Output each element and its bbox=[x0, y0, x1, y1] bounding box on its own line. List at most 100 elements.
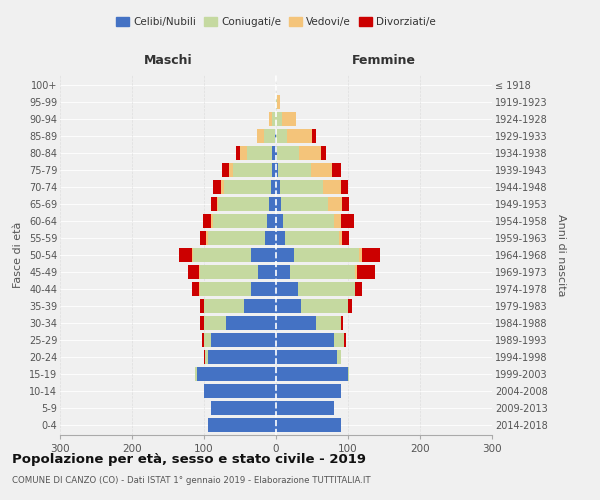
Bar bbox=[208, 418, 276, 432]
Bar bbox=[276, 163, 278, 177]
Bar bbox=[211, 401, 276, 415]
Bar bbox=[348, 367, 349, 381]
Bar bbox=[276, 384, 341, 398]
Bar bbox=[276, 333, 334, 347]
Bar bbox=[199, 265, 200, 279]
Bar bbox=[200, 282, 251, 296]
Bar bbox=[233, 163, 272, 177]
Bar bbox=[344, 333, 346, 347]
Bar bbox=[226, 316, 276, 330]
Bar bbox=[276, 299, 301, 313]
Bar bbox=[202, 333, 204, 347]
Bar bbox=[332, 163, 341, 177]
Bar bbox=[272, 163, 276, 177]
Bar bbox=[276, 282, 298, 296]
Bar bbox=[276, 180, 280, 194]
Bar bbox=[229, 163, 233, 177]
Bar bbox=[192, 282, 199, 296]
Bar bbox=[203, 214, 211, 228]
Bar bbox=[197, 367, 276, 381]
Bar bbox=[276, 350, 337, 364]
Bar bbox=[205, 350, 208, 364]
Bar bbox=[236, 146, 240, 160]
Bar bbox=[276, 146, 277, 160]
Bar bbox=[188, 265, 199, 279]
Bar bbox=[276, 112, 282, 126]
Bar bbox=[214, 180, 221, 194]
Bar bbox=[196, 367, 197, 381]
Bar bbox=[280, 180, 323, 194]
Bar bbox=[258, 265, 276, 279]
Bar bbox=[284, 231, 338, 245]
Bar bbox=[334, 214, 341, 228]
Bar bbox=[244, 299, 276, 313]
Bar bbox=[281, 197, 328, 211]
Bar bbox=[206, 231, 208, 245]
Bar bbox=[276, 316, 316, 330]
Bar bbox=[323, 180, 341, 194]
Bar bbox=[265, 231, 276, 245]
Bar bbox=[222, 163, 229, 177]
Bar bbox=[257, 129, 264, 143]
Y-axis label: Fasce di età: Fasce di età bbox=[13, 222, 23, 288]
Bar bbox=[240, 146, 247, 160]
Bar bbox=[224, 180, 271, 194]
Bar bbox=[204, 384, 276, 398]
Bar bbox=[276, 231, 284, 245]
Bar bbox=[278, 163, 311, 177]
Bar bbox=[204, 333, 211, 347]
Text: Popolazione per età, sesso e stato civile - 2019: Popolazione per età, sesso e stato civil… bbox=[12, 452, 366, 466]
Bar bbox=[269, 112, 272, 126]
Bar bbox=[348, 299, 352, 313]
Bar bbox=[320, 146, 326, 160]
Legend: Celibi/Nubili, Coniugati/e, Vedovi/e, Divorziati/e: Celibi/Nubili, Coniugati/e, Vedovi/e, Di… bbox=[112, 12, 440, 32]
Bar bbox=[272, 146, 276, 160]
Bar bbox=[276, 197, 281, 211]
Bar bbox=[247, 146, 272, 160]
Bar bbox=[276, 95, 277, 109]
Bar bbox=[341, 180, 348, 194]
Bar bbox=[211, 197, 217, 211]
Bar bbox=[179, 248, 192, 262]
Bar bbox=[193, 248, 251, 262]
Bar bbox=[301, 299, 348, 313]
Bar bbox=[290, 265, 355, 279]
Bar bbox=[294, 248, 359, 262]
Y-axis label: Anni di nascita: Anni di nascita bbox=[556, 214, 566, 296]
Bar bbox=[316, 316, 341, 330]
Bar bbox=[212, 214, 266, 228]
Bar bbox=[200, 299, 204, 313]
Bar bbox=[312, 129, 316, 143]
Bar bbox=[271, 180, 276, 194]
Bar bbox=[276, 367, 348, 381]
Bar bbox=[208, 350, 276, 364]
Bar bbox=[217, 197, 218, 211]
Bar bbox=[276, 214, 283, 228]
Text: COMUNE DI CANZO (CO) - Dati ISTAT 1° gennaio 2019 - Elaborazione TUTTITALIA.IT: COMUNE DI CANZO (CO) - Dati ISTAT 1° gen… bbox=[12, 476, 371, 485]
Text: Femmine: Femmine bbox=[352, 54, 416, 66]
Bar bbox=[298, 282, 355, 296]
Bar bbox=[338, 231, 342, 245]
Bar bbox=[208, 231, 265, 245]
Bar bbox=[200, 231, 206, 245]
Bar bbox=[211, 333, 276, 347]
Bar bbox=[269, 197, 276, 211]
Bar bbox=[282, 112, 296, 126]
Bar bbox=[277, 95, 280, 109]
Bar bbox=[299, 146, 320, 160]
Bar bbox=[272, 112, 276, 126]
Bar bbox=[276, 418, 341, 432]
Bar bbox=[283, 214, 334, 228]
Bar bbox=[199, 282, 200, 296]
Bar bbox=[266, 214, 276, 228]
Bar bbox=[251, 282, 276, 296]
Bar bbox=[200, 265, 258, 279]
Bar bbox=[362, 248, 380, 262]
Bar bbox=[337, 350, 341, 364]
Bar bbox=[342, 197, 349, 211]
Bar bbox=[311, 163, 332, 177]
Bar bbox=[276, 129, 287, 143]
Bar bbox=[328, 197, 342, 211]
Bar bbox=[276, 248, 294, 262]
Bar bbox=[276, 401, 334, 415]
